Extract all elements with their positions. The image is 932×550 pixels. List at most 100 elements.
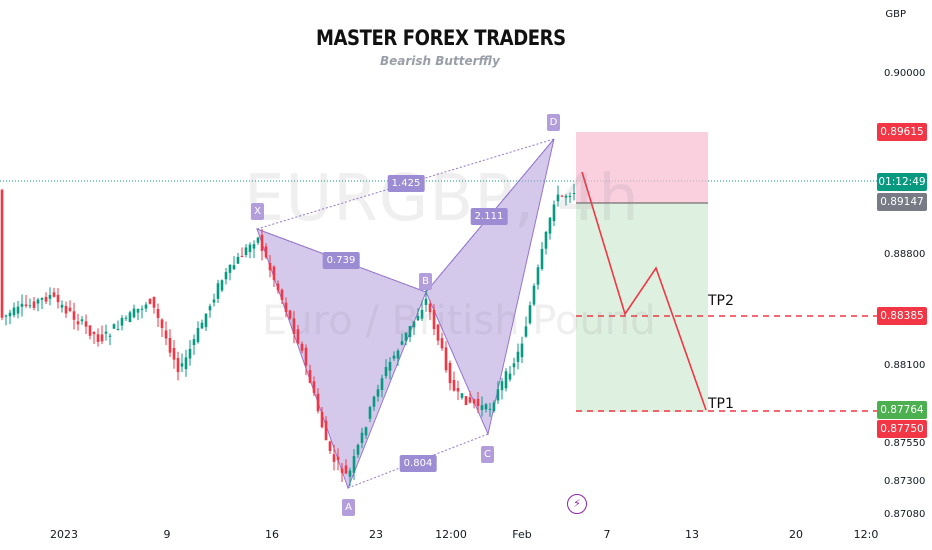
tp1-label: TP1	[708, 396, 734, 412]
take-profit-zone[interactable]	[576, 203, 708, 412]
candle-body	[340, 468, 344, 473]
time-tick: 23	[369, 528, 383, 541]
candle-body	[396, 350, 400, 359]
pattern-point-d[interactable]: D	[547, 114, 560, 131]
candle-body	[152, 296, 156, 308]
candle-body	[312, 381, 316, 393]
candle-body	[8, 312, 12, 317]
candle-body	[220, 280, 224, 291]
candle-body	[500, 381, 504, 391]
candle-body	[308, 370, 312, 383]
chart-subtitle: Bearish Butterffly	[380, 54, 500, 68]
candle-body	[352, 456, 356, 473]
candle-body	[540, 248, 544, 269]
candle-body	[572, 192, 576, 194]
candle-body	[480, 405, 484, 410]
candle-body	[264, 246, 268, 258]
time-tick: 20	[789, 528, 803, 541]
candle-body	[128, 312, 132, 323]
candle-body	[360, 432, 364, 443]
candle-body	[456, 388, 460, 392]
time-tick: 16	[265, 528, 279, 541]
candle-body	[92, 332, 96, 335]
candle-body	[520, 343, 524, 358]
pattern-point-a[interactable]: A	[342, 499, 355, 516]
pattern-bd-line	[425, 138, 555, 293]
candle-body	[384, 367, 388, 377]
candle-body	[240, 255, 244, 257]
candle-body	[288, 310, 292, 319]
candle-body	[484, 404, 488, 410]
candle-body	[336, 456, 340, 461]
ratio-bd-label: 2.111	[470, 208, 508, 225]
candle-body	[4, 315, 8, 317]
candle-body	[140, 308, 144, 310]
candle-body	[12, 307, 16, 316]
candle-body	[364, 427, 368, 436]
candle-body	[516, 351, 520, 362]
chart-title: MASTER FOREX TRADERS	[315, 26, 566, 50]
candle-body	[44, 296, 48, 302]
time-tick: 2023	[50, 528, 78, 541]
candle-body	[432, 309, 436, 330]
price-tick: 0.88800	[884, 249, 926, 260]
candle-body	[416, 315, 420, 321]
candle-body	[404, 332, 408, 341]
candle-body	[184, 357, 188, 370]
candle-body	[144, 304, 148, 309]
time-tick: 12:00	[435, 528, 467, 541]
stop-loss-zone[interactable]	[576, 132, 708, 203]
candle-body	[344, 465, 348, 474]
candle-body	[552, 204, 556, 222]
candle-body	[468, 397, 472, 403]
candle-body	[224, 272, 228, 280]
candle-body	[116, 328, 120, 330]
candle-body	[472, 399, 476, 404]
pattern-point-x[interactable]: X	[251, 203, 264, 220]
candle-body	[108, 335, 112, 337]
candle-body	[444, 347, 448, 371]
lightning-icon[interactable]: ⚡	[567, 494, 587, 514]
candle-body	[400, 341, 404, 345]
candle-body	[16, 306, 20, 314]
candle-body	[120, 317, 124, 326]
candle-body	[292, 318, 296, 335]
candle-body	[52, 292, 56, 297]
candlestick-series[interactable]	[0, 183, 576, 487]
price-tick: 0.87080	[884, 509, 926, 520]
candle-body	[228, 264, 232, 273]
pattern-point-c[interactable]: C	[481, 446, 494, 463]
candle-body	[436, 324, 440, 341]
candle-body	[548, 217, 552, 234]
candle-body	[40, 298, 44, 300]
candle-body	[504, 371, 508, 389]
candle-body	[192, 339, 196, 346]
candle-body	[36, 299, 40, 304]
time-tick: Feb	[512, 528, 532, 541]
candle-body	[200, 322, 204, 329]
candle-body	[428, 303, 432, 313]
candle-body	[440, 338, 444, 349]
candle-body	[392, 355, 396, 359]
candle-body	[68, 307, 72, 311]
candle-body	[28, 305, 32, 307]
candle-body	[100, 334, 104, 342]
countdown-label: 01:12:49	[877, 173, 927, 191]
candle-body	[84, 321, 88, 327]
pattern-point-b[interactable]: B	[419, 273, 432, 290]
candle-body	[568, 196, 572, 198]
candle-body	[124, 317, 128, 319]
candle-body	[188, 348, 192, 359]
candle-body	[556, 194, 560, 202]
candle-body	[252, 244, 256, 249]
candle-body	[420, 309, 424, 319]
pattern-ac-line	[347, 433, 489, 489]
time-tick: 7	[603, 528, 611, 541]
projected-path[interactable]	[581, 171, 707, 411]
candle-body	[476, 398, 480, 407]
candle-body	[180, 363, 184, 367]
currency-label: GBP	[885, 9, 906, 20]
entry-price-label: 0.89147	[877, 193, 927, 211]
candle-body	[76, 321, 80, 325]
